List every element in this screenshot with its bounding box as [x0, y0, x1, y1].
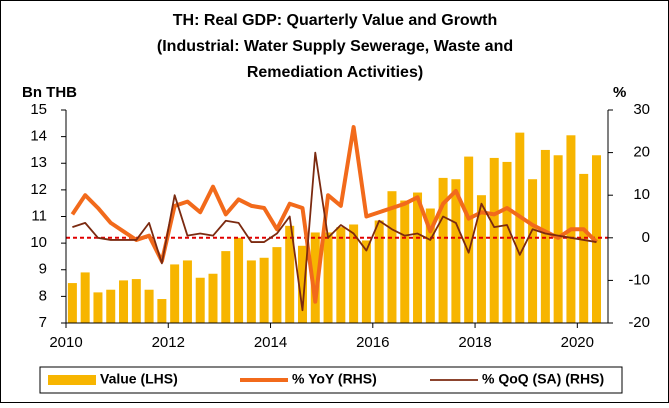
y-tick-label: 12	[30, 181, 47, 198]
y2-axis-label: %	[613, 84, 626, 101]
y-tick-label: 10	[30, 234, 47, 251]
chart-title: TH: Real GDP: Quarterly Value and Growth	[173, 12, 498, 29]
bar	[425, 208, 435, 323]
y-tick-label: 14	[30, 128, 47, 145]
x-tick-label: 2018	[458, 334, 491, 351]
y2-tick-label: 0	[642, 229, 650, 246]
chart-title: (Industrial: Water Supply Sewerage, Wast…	[157, 38, 513, 55]
bar	[170, 264, 180, 323]
bar	[464, 156, 474, 323]
bar	[67, 283, 77, 323]
bar	[259, 257, 269, 323]
x-tick-label: 2012	[152, 334, 185, 351]
x-tick-label: 2020	[561, 334, 594, 351]
legend-label: % YoY (RHS)	[292, 371, 377, 387]
bar	[451, 179, 461, 323]
bar	[336, 227, 346, 323]
bar	[80, 272, 90, 323]
bar	[272, 247, 282, 323]
bar	[106, 289, 116, 323]
bar	[413, 192, 423, 323]
bar	[361, 240, 371, 323]
bar	[540, 149, 550, 323]
bar	[182, 260, 192, 323]
bar	[157, 299, 167, 323]
x-tick-label: 2014	[254, 334, 287, 351]
bar	[93, 292, 103, 323]
legend-box	[39, 366, 623, 394]
legend-label: % QoQ (SA) (RHS)	[482, 371, 604, 387]
bar	[374, 220, 384, 323]
bar	[476, 195, 486, 323]
chart-title: Remediation Activities)	[247, 64, 423, 81]
bar	[208, 273, 218, 323]
y-axis-label: Bn THB	[22, 84, 77, 101]
x-tick-label: 2016	[356, 334, 389, 351]
bar	[310, 232, 320, 323]
bar	[591, 155, 601, 323]
bar	[246, 260, 256, 323]
y2-tick-label: 30	[633, 101, 650, 118]
bar	[387, 191, 397, 323]
x-tick-label: 2010	[49, 334, 82, 351]
bar	[528, 179, 538, 323]
bar	[144, 289, 154, 323]
legend-label: Value (LHS)	[100, 371, 178, 387]
y-tick-label: 11	[31, 207, 47, 224]
bar	[400, 200, 410, 323]
bar	[195, 277, 205, 323]
y-tick-label: 13	[30, 154, 47, 171]
bar	[221, 251, 231, 323]
y2-tick-label: 10	[633, 186, 650, 203]
bar	[438, 177, 448, 323]
y2-tick-label: -20	[628, 314, 650, 331]
bar	[285, 225, 295, 323]
y-tick-label: 7	[39, 314, 47, 331]
bar	[323, 232, 333, 323]
bar	[297, 245, 307, 323]
y-tick-label: 9	[39, 261, 47, 278]
bar	[349, 224, 359, 323]
y-tick-label: 8	[39, 287, 47, 304]
bar	[234, 237, 244, 323]
line	[72, 151, 597, 312]
bar	[131, 279, 141, 323]
bar	[489, 157, 499, 323]
bar	[579, 173, 589, 323]
y-tick-label: 15	[30, 101, 47, 118]
bar	[502, 161, 512, 323]
bar	[515, 132, 525, 323]
y2-tick-label: 20	[633, 144, 650, 161]
y2-tick-label: -10	[628, 271, 650, 288]
bar	[119, 280, 129, 323]
legend-swatch	[48, 375, 96, 385]
